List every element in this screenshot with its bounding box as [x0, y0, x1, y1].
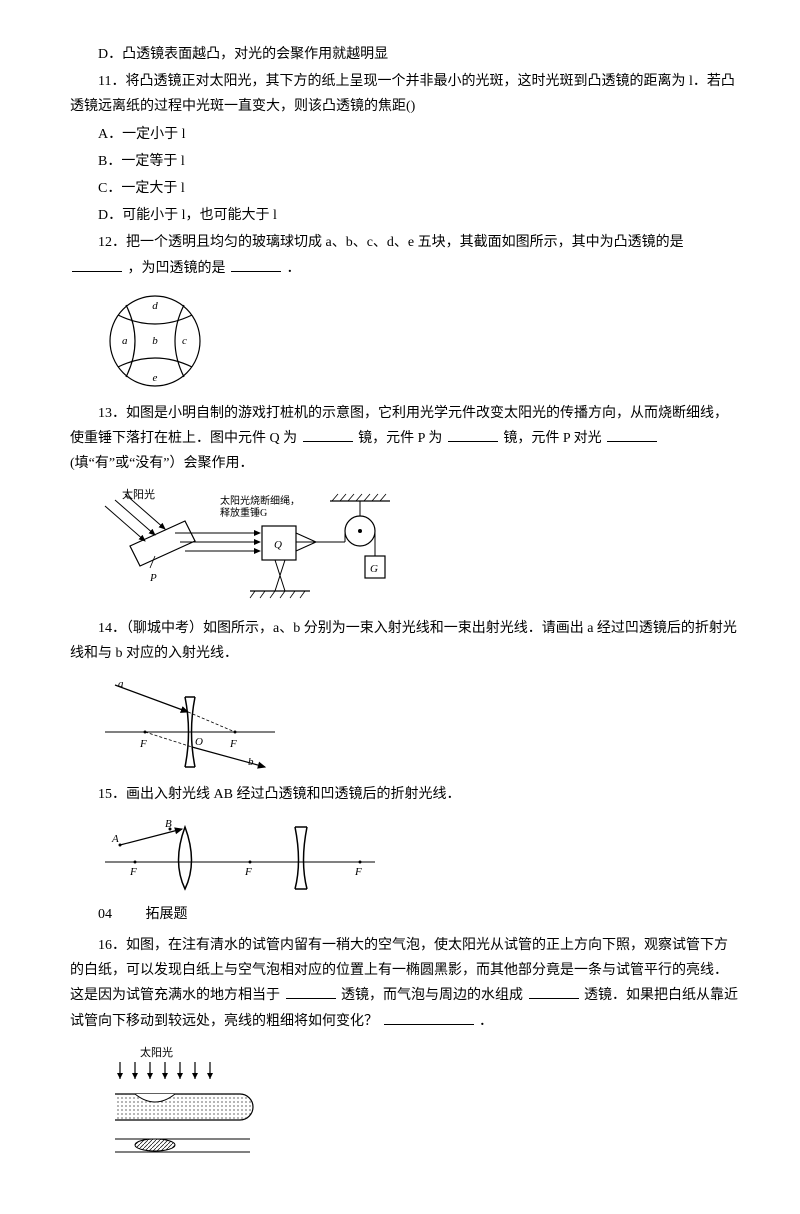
q15-figure: F F F A B	[100, 817, 740, 892]
q13-t3: 镜，元件 P 对光	[503, 431, 601, 446]
q14-figure: F F O a b	[100, 677, 740, 772]
q13-t4: (填“有”或“没有”）会聚作用．	[70, 456, 254, 471]
q14-label-f2: F	[229, 738, 237, 750]
section-num: 04	[98, 907, 112, 922]
section-title: 拓展题	[146, 907, 188, 922]
q11-option-b: B．一定等于 l	[70, 149, 740, 174]
q13-blank-2[interactable]	[448, 427, 498, 442]
q10-option-d: D．凸透镜表面越凸，对光的会聚作用就越明显	[70, 42, 740, 67]
q12-blank-2[interactable]	[231, 257, 281, 272]
q14-stem: 14．（聊城中考）如图所示，a、b 分别为一束入射光线和一束出射光线．请画出 a…	[70, 616, 740, 666]
q13-label-burn: 太阳光烧断细绳，	[220, 494, 300, 507]
q12-label-a: a	[122, 335, 128, 347]
q11-option-a: A．一定小于 l	[70, 122, 740, 147]
q16-blank-2[interactable]	[529, 984, 579, 999]
q12-label-c: c	[182, 335, 187, 347]
q13-blank-3[interactable]	[607, 427, 657, 442]
q13-label-g: G	[370, 563, 378, 575]
q13-label-p: P	[149, 572, 157, 584]
q16-stem: 16．如图，在注有清水的试管内留有一稍大的空气泡，使太阳光从试管的正上方向下照，…	[70, 933, 740, 1034]
q15-label-f2: F	[244, 866, 252, 878]
q16-t4: ．	[479, 1014, 493, 1029]
q15-label-f3: F	[354, 866, 362, 878]
q15-stem: 15．画出入射光线 AB 经过凸透镜和凹透镜后的折射光线．	[70, 782, 740, 807]
q14-label-f1: F	[139, 738, 147, 750]
q14-label-a: a	[118, 678, 124, 690]
q12-text-mid: ，为凹透镜的是	[128, 261, 226, 276]
q13-label-sun: 太阳光	[122, 487, 155, 501]
q12-label-d: d	[152, 300, 158, 312]
q12-blank-1[interactable]	[72, 257, 122, 272]
section-header: 04 拓展题	[70, 902, 740, 927]
q13-stem: 13．如图是小明自制的游戏打桩机的示意图，它利用光学元件改变太阳光的传播方向，从…	[70, 401, 740, 477]
q15-label-a: A	[111, 833, 119, 845]
q16-blank-3[interactable]	[384, 1010, 474, 1025]
q14-label-b: b	[248, 756, 254, 768]
q12-stem: 12．把一个透明且均匀的玻璃球切成 a、b、c、d、e 五块，其截面如图所示，其…	[70, 230, 740, 280]
q12-label-b: b	[152, 335, 158, 347]
q13-label-release: 释放重锤G	[220, 506, 267, 519]
q12-label-e: e	[153, 372, 158, 384]
q13-t2: 镜，元件 P 为	[358, 431, 442, 446]
q16-label-sun: 太阳光	[140, 1045, 173, 1059]
q16-t2: 透镜，而气泡与周边的水组成	[341, 988, 523, 1003]
q11-option-c: C．一定大于 l	[70, 176, 740, 201]
q12-figure: d a b c e	[100, 291, 740, 391]
q12-text-end: ．	[287, 261, 301, 276]
q16-figure: 太阳光	[100, 1044, 740, 1164]
q13-figure: 太阳光 P Q 太阳光烧断细绳， 释放重锤G G	[100, 486, 740, 606]
q15-label-b: B	[165, 818, 172, 830]
q16-blank-1[interactable]	[286, 984, 336, 999]
q13-blank-1[interactable]	[303, 427, 353, 442]
q11-option-d: D．可能小于 l，也可能大于 l	[70, 203, 740, 228]
q12-text-before: 12．把一个透明且均匀的玻璃球切成 a、b、c、d、e 五块，其截面如图所示，其…	[98, 235, 684, 250]
q13-label-q: Q	[274, 539, 282, 551]
q15-label-f1: F	[129, 866, 137, 878]
q14-label-o: O	[195, 736, 203, 748]
q11-stem: 11．将凸透镜正对太阳光，其下方的纸上呈现一个并非最小的光斑，这时光斑到凸透镜的…	[70, 69, 740, 119]
